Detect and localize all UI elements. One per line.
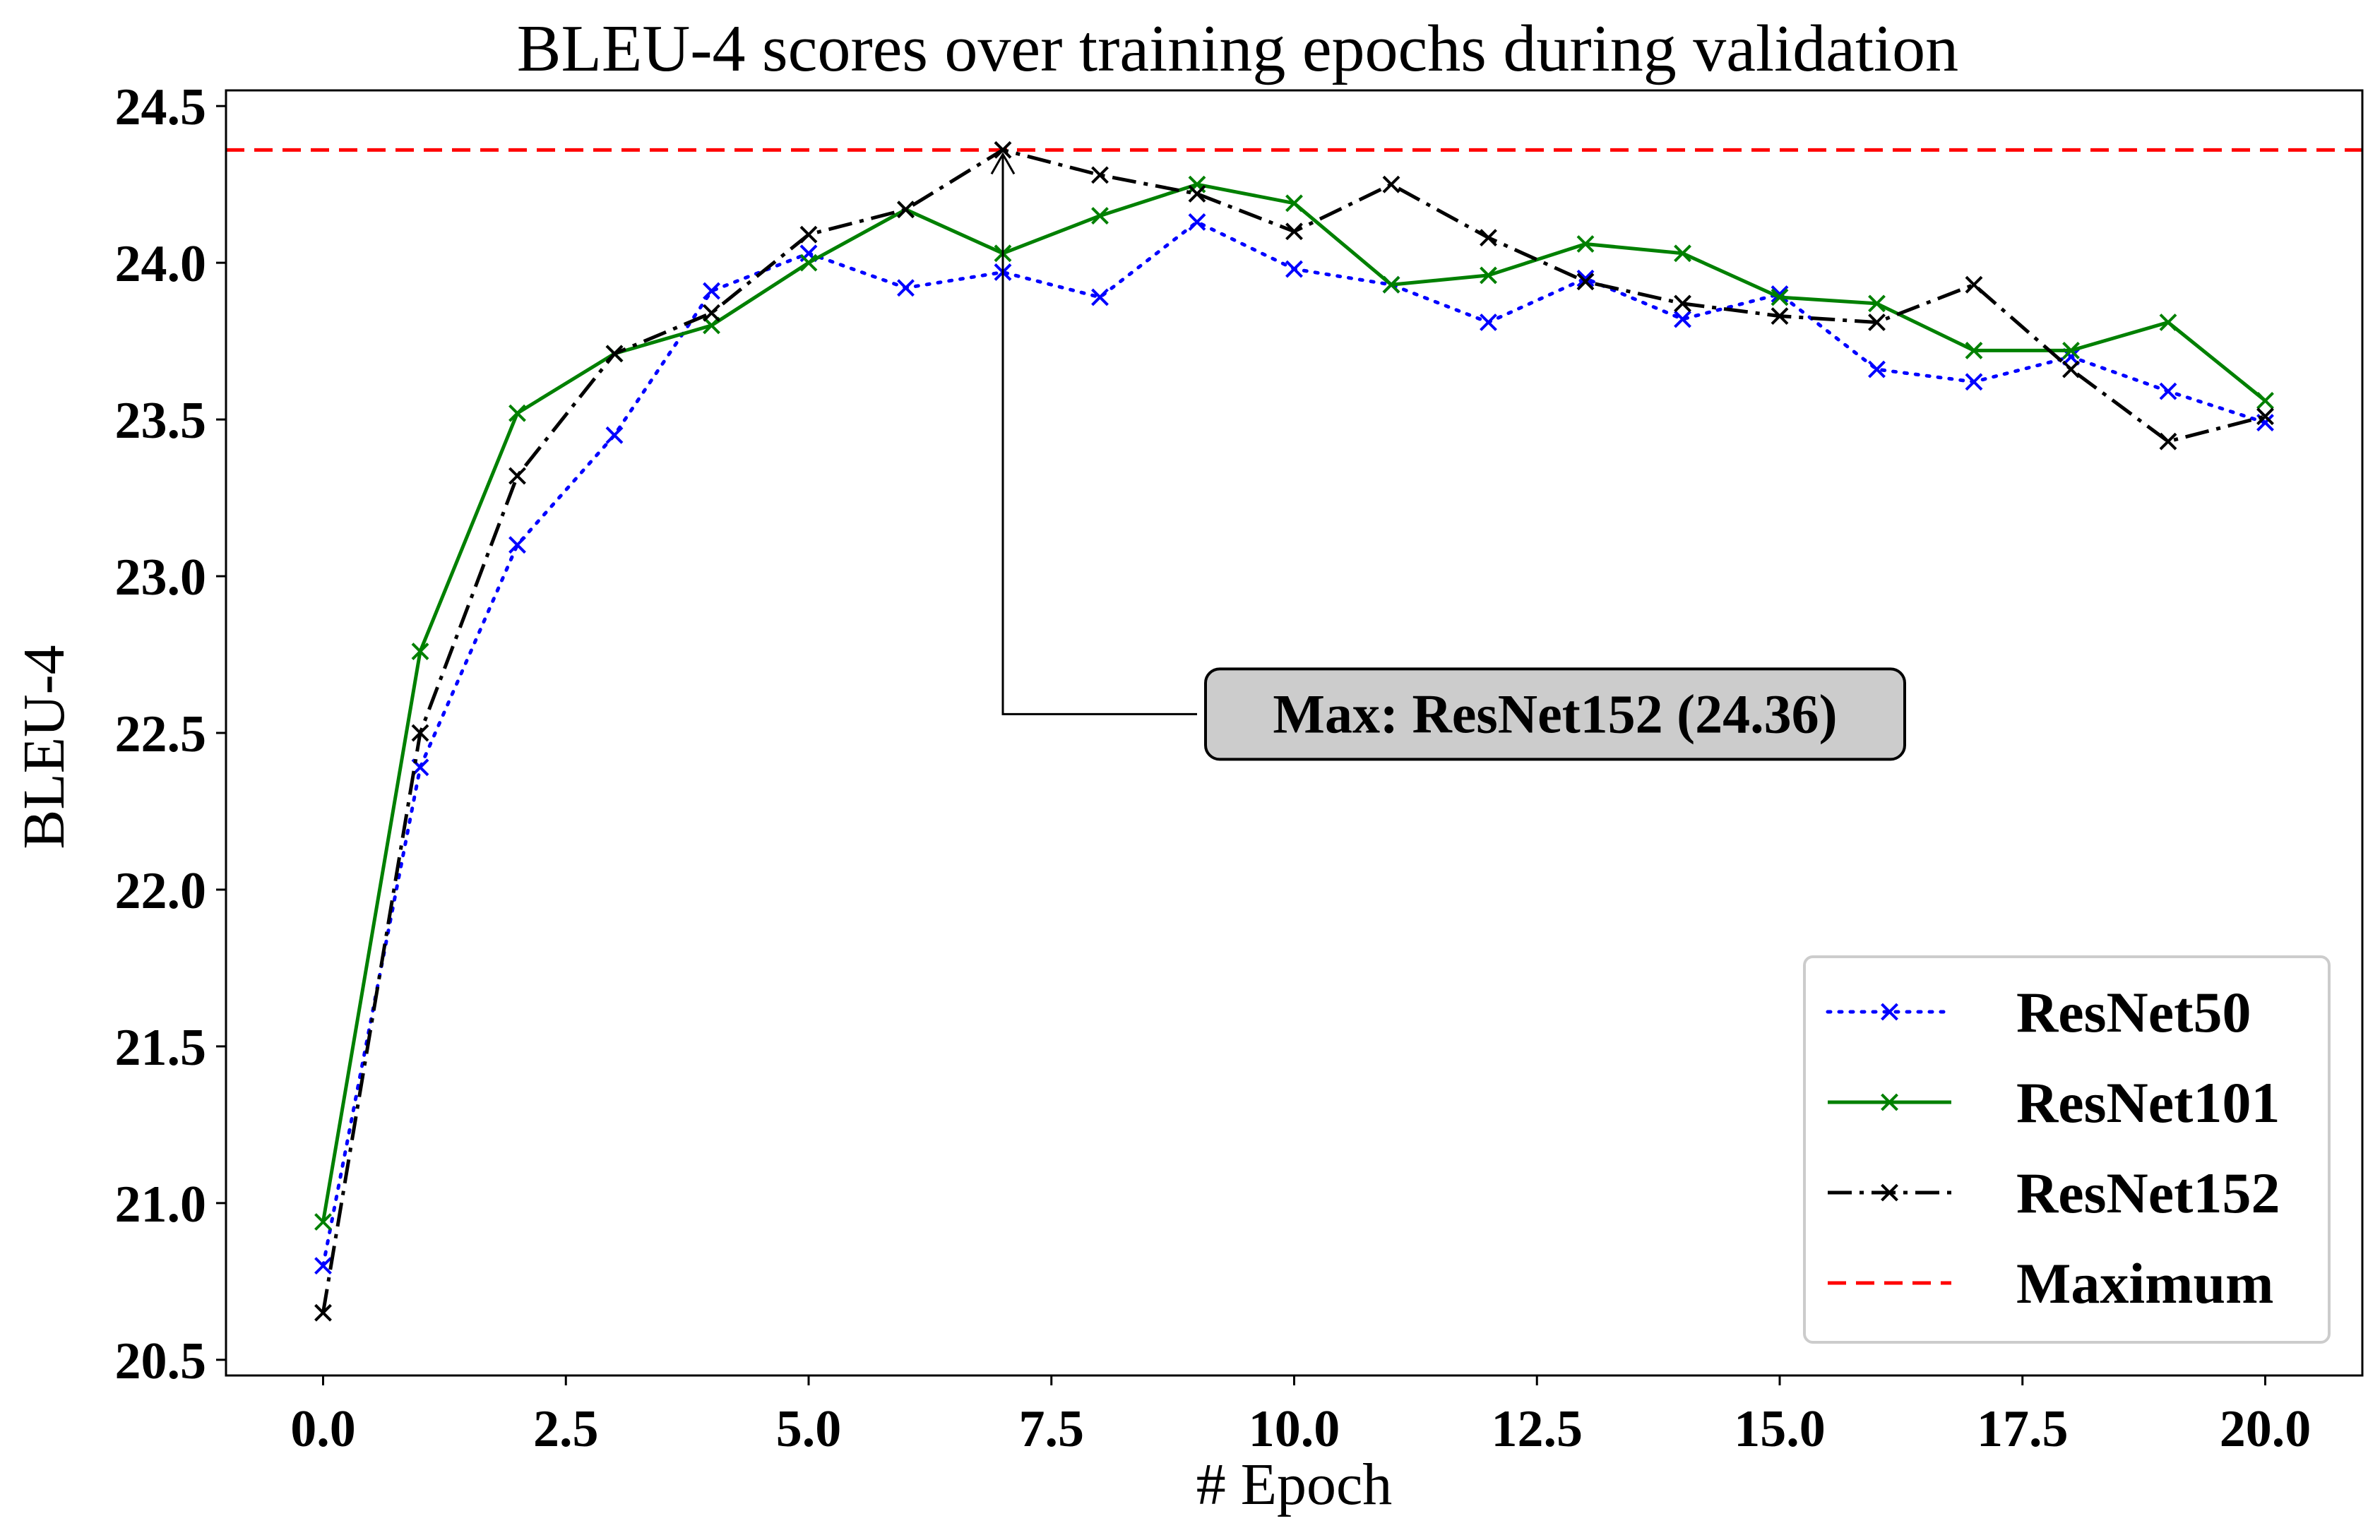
data-point-resnet50-epoch-16 (1868, 360, 1886, 378)
data-point-resnet101-epoch-18 (2062, 342, 2080, 359)
data-point-resnet101-epoch-8 (1091, 207, 1109, 225)
data-point-resnet152-epoch-20 (2256, 407, 2274, 426)
data-point-resnet152-epoch-1 (411, 724, 429, 742)
x-tick-label: 20.0 (2220, 1400, 2311, 1458)
data-point-resnet50-epoch-9 (1188, 213, 1206, 231)
data-point-resnet152-epoch-11 (1382, 175, 1400, 193)
data-point-resnet101-epoch-19 (2159, 314, 2177, 331)
data-point-resnet50-epoch-3 (605, 426, 624, 444)
data-point-resnet101-epoch-16 (1868, 294, 1886, 313)
y-tick-label: 20.5 (115, 1332, 207, 1390)
x-tick-label: 5.0 (776, 1400, 842, 1458)
legend-label-resnet101: ResNet101 (2016, 1070, 2280, 1135)
data-point-resnet152-epoch-12 (1480, 229, 1497, 247)
legend-marker-resnet152 (1881, 1183, 1898, 1202)
x-tick-label: 10.0 (1249, 1400, 1340, 1458)
data-point-resnet50-epoch-4 (703, 282, 720, 300)
data-point-resnet152-epoch-8 (1091, 166, 1109, 184)
data-point-resnet152-epoch-10 (1285, 222, 1303, 241)
y-tick-label: 23.5 (115, 392, 207, 450)
y-tick-label: 24.0 (115, 235, 207, 293)
y-tick-label: 22.0 (115, 862, 207, 920)
data-point-resnet152-epoch-16 (1868, 314, 1886, 331)
x-axis-label: # Epoch (1196, 1452, 1393, 1517)
y-tick-label: 24.5 (115, 78, 207, 136)
legend-marker-resnet101 (1881, 1093, 1898, 1111)
data-point-resnet50-epoch-8 (1091, 288, 1109, 306)
x-tick-label: 17.5 (1977, 1400, 2069, 1458)
data-point-resnet152-epoch-13 (1576, 273, 1595, 291)
y-axis-label: BLEU-4 (11, 645, 77, 849)
data-point-resnet50-epoch-19 (2159, 382, 2177, 400)
data-point-resnet101-epoch-20 (2256, 392, 2274, 410)
data-point-resnet101-epoch-15 (1771, 288, 1789, 306)
data-point-resnet101-epoch-1 (411, 643, 429, 660)
data-point-resnet101-epoch-2 (508, 404, 526, 422)
chart-title: BLEU-4 scores over training epochs durin… (517, 12, 1958, 85)
x-tick-label: 2.5 (533, 1400, 599, 1458)
data-point-resnet101-epoch-13 (1576, 235, 1595, 253)
data-point-resnet101-epoch-12 (1480, 266, 1497, 285)
data-point-resnet50-epoch-14 (1674, 310, 1691, 328)
y-tick-label: 21.0 (115, 1176, 207, 1234)
legend-label-resnet152: ResNet152 (2016, 1161, 2280, 1225)
annotation-label: Max: ResNet152 (24.36) (1273, 683, 1837, 744)
annotation-arrow-line (1001, 154, 1197, 715)
legend-box (1803, 955, 2331, 1344)
y-tick-label: 21.5 (115, 1019, 207, 1077)
data-point-resnet50-epoch-13 (1576, 269, 1595, 287)
y-tick-label: 23.0 (115, 549, 207, 607)
data-point-resnet152-epoch-4 (703, 304, 720, 322)
legend-label-resnet50: ResNet50 (2016, 980, 2251, 1044)
data-point-resnet50-epoch-0 (314, 1257, 332, 1275)
data-point-resnet152-epoch-18 (2062, 360, 2080, 378)
y-tick-label: 22.5 (115, 705, 207, 763)
data-point-resnet152-epoch-14 (1674, 294, 1691, 313)
data-point-resnet101-epoch-11 (1382, 275, 1400, 294)
data-point-resnet101-epoch-10 (1285, 194, 1303, 213)
data-point-resnet101-epoch-14 (1674, 244, 1691, 263)
legend-label-maximum: Maximum (2016, 1251, 2273, 1315)
x-tick-label: 0.0 (290, 1400, 356, 1458)
x-tick-label: 15.0 (1734, 1400, 1826, 1458)
data-point-resnet152-epoch-3 (605, 345, 624, 363)
data-point-resnet152-epoch-17 (1965, 275, 1983, 294)
data-point-resnet152-epoch-9 (1188, 185, 1206, 203)
legend-marker-resnet50 (1881, 1003, 1898, 1021)
data-point-resnet152-epoch-19 (2159, 432, 2177, 450)
data-point-resnet152-epoch-7 (994, 141, 1012, 159)
data-point-resnet50-epoch-10 (1285, 260, 1303, 278)
x-tick-label: 7.5 (1019, 1400, 1085, 1458)
data-point-resnet50-epoch-12 (1480, 314, 1497, 331)
data-point-resnet50-epoch-6 (897, 279, 915, 297)
data-point-resnet152-epoch-5 (799, 225, 818, 244)
annotation-box (1204, 667, 1906, 761)
x-tick-label: 12.5 (1492, 1400, 1583, 1458)
data-point-resnet152-epoch-0 (314, 1303, 332, 1322)
data-point-resnet152-epoch-2 (508, 467, 526, 485)
data-point-resnet50-epoch-17 (1965, 373, 1983, 391)
data-point-resnet101-epoch-17 (1965, 342, 1983, 359)
data-point-resnet152-epoch-6 (897, 201, 915, 219)
data-point-resnet152-epoch-15 (1771, 307, 1789, 326)
data-point-resnet101-epoch-0 (314, 1213, 332, 1231)
data-point-resnet50-epoch-2 (508, 536, 526, 554)
data-point-resnet101-epoch-4 (703, 316, 720, 335)
annotation-arrow-head (990, 152, 1016, 175)
data-point-resnet101-epoch-5 (799, 253, 818, 272)
